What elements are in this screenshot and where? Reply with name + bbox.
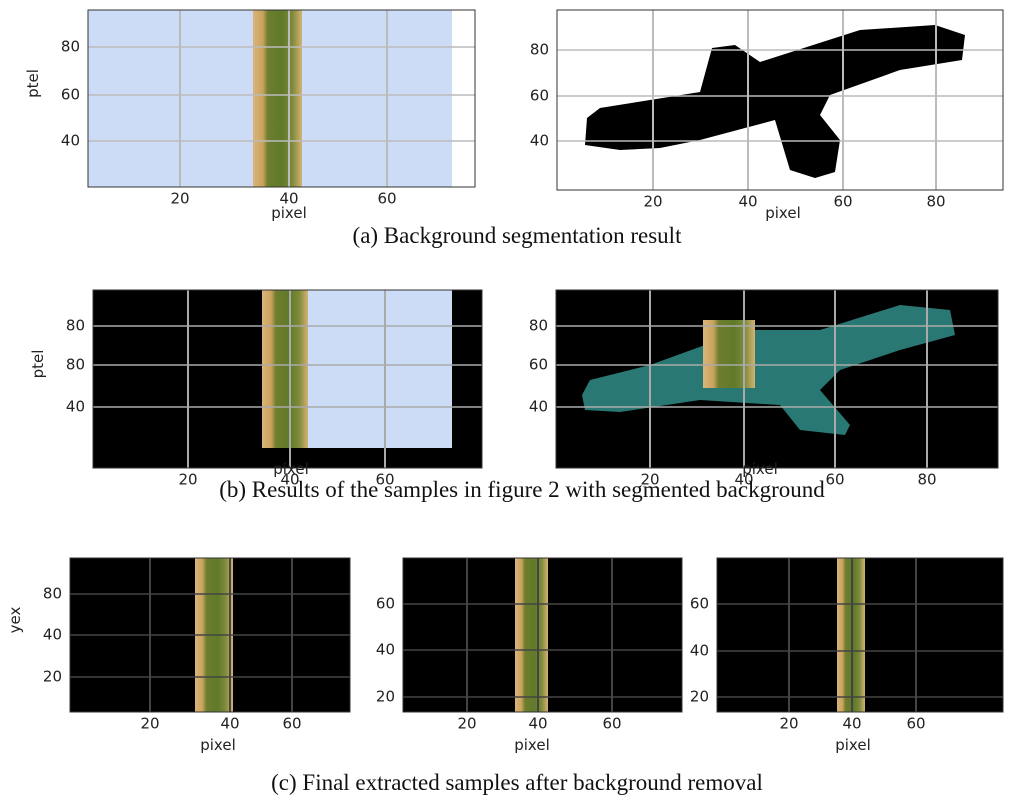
x-tick-label: 20 [779, 715, 798, 733]
x-tick-label: 60 [377, 190, 396, 208]
sample-image [703, 320, 755, 388]
y-tick-label: 20 [43, 668, 62, 686]
y-axis-label: ptel [24, 69, 42, 98]
y-tick-label: 60 [529, 356, 548, 374]
sample-image [515, 558, 548, 712]
figure: 20 40 60 80 60 40 pixel ptel 20 40 60 80 80 60 40 pixel… [0, 0, 1017, 803]
x-tick-label: 20 [643, 193, 662, 211]
y-tick-label: 80 [43, 585, 62, 603]
x-tick-label: 20 [140, 715, 159, 733]
x-tick-label: 80 [926, 193, 945, 211]
x-axis-label: pixel [514, 736, 550, 754]
y-tick-label: 20 [376, 688, 395, 706]
caption: (c) Final extracted samples after backgr… [271, 770, 763, 795]
x-axis-label: pixel [273, 460, 309, 478]
y-tick-label: 80 [66, 356, 85, 374]
y-tick-label: 40 [530, 132, 549, 150]
x-tick-label: 40 [738, 193, 757, 211]
y-tick-label: 20 [690, 688, 709, 706]
y-tick-label: 60 [376, 595, 395, 613]
x-tick-label: 60 [833, 193, 852, 211]
y-tick-label: 40 [43, 626, 62, 644]
caption: (a) Background segmentation result [353, 223, 683, 248]
x-tick-label: 40 [842, 715, 861, 733]
x-tick-label: 80 [917, 471, 936, 489]
y-tick-label: 40 [690, 642, 709, 660]
y-tick-label: 60 [61, 86, 80, 104]
y-tick-label: 40 [529, 398, 548, 416]
y-tick-label: 80 [66, 317, 85, 335]
page: 20 40 60 80 60 40 pixel ptel 20 40 60 80 80 60 40 pixel… [0, 0, 1017, 803]
y-tick-label: 40 [61, 132, 80, 150]
x-axis-label: pixel [835, 736, 871, 754]
caption: (b) Results of the samples in figure 2 w… [219, 477, 825, 502]
y-tick-label: 80 [530, 41, 549, 59]
y-tick-label: 60 [690, 595, 709, 613]
x-tick-label: 20 [457, 715, 476, 733]
y-tick-label: 40 [66, 398, 85, 416]
sample-image [253, 10, 302, 187]
x-tick-label: 60 [825, 471, 844, 489]
x-tick-label: 60 [282, 715, 301, 733]
y-tick-label: 80 [61, 38, 80, 56]
x-axis-label: pixel [765, 204, 801, 222]
sample-image [262, 290, 308, 448]
x-tick-label: 60 [602, 715, 621, 733]
x-tick-label: 40 [528, 715, 547, 733]
x-axis-label: pixel [271, 204, 307, 222]
x-axis-label: pixel [742, 460, 778, 478]
x-tick-label: 20 [178, 471, 197, 489]
y-tick-label: 60 [530, 87, 549, 105]
y-axis-label: yex [6, 607, 24, 634]
x-axis-label: pixel [200, 736, 236, 754]
x-tick-label: 40 [220, 715, 239, 733]
y-axis-label: ptel [29, 350, 47, 379]
y-tick-label: 80 [529, 317, 548, 335]
y-tick-label: 40 [376, 641, 395, 659]
x-tick-label: 20 [170, 190, 189, 208]
x-tick-label: 60 [906, 715, 925, 733]
